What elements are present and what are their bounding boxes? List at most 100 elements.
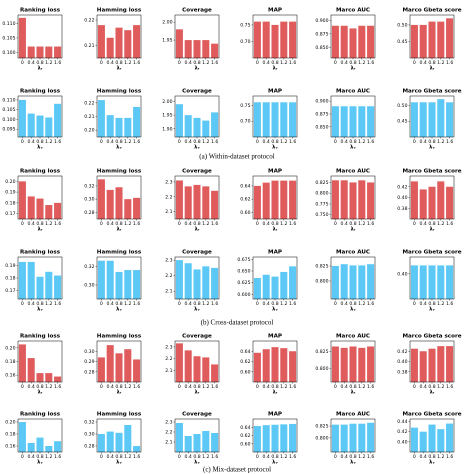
y-tick-label: 0.75 xyxy=(240,22,250,28)
x-tick-label: 0.8 xyxy=(428,384,435,390)
chart-title: Marco Gbeta score xyxy=(402,412,461,418)
bar xyxy=(289,351,297,382)
x-tick-label: 0 xyxy=(21,60,24,66)
x-tick-label: 0.4 xyxy=(28,60,35,66)
y-tick-label: 0.825 xyxy=(315,180,328,186)
x-tick-label: 0 xyxy=(100,139,103,145)
y-tick-label: 0.18 xyxy=(5,276,15,282)
x-tick-label: 0 xyxy=(100,60,103,66)
axes-frame xyxy=(409,175,455,220)
x-tick-label: 0.4 xyxy=(341,221,348,227)
bar xyxy=(271,347,279,382)
x-tick-label: 1.6 xyxy=(367,384,374,390)
axes-frame xyxy=(409,340,455,383)
x-axis-label: λᵣ xyxy=(351,66,356,72)
y-tick-label: 2.2 xyxy=(165,273,172,279)
bar xyxy=(202,186,210,219)
bar xyxy=(45,117,53,137)
x-tick-label: 1.2 xyxy=(280,384,287,390)
bar xyxy=(271,424,279,452)
y-tick-label: 2.1 xyxy=(165,368,172,374)
x-tick-label: 0.8 xyxy=(349,384,356,390)
bar xyxy=(437,21,445,58)
bar xyxy=(358,180,366,219)
chart-title: Coverage xyxy=(182,8,212,14)
x-tick-label: 0 xyxy=(100,454,103,460)
x-tick-label: 1.6 xyxy=(133,384,140,390)
bar xyxy=(175,180,183,219)
y-tick-label: 0.18 xyxy=(5,200,15,206)
bar xyxy=(419,265,427,299)
bar xyxy=(36,198,44,219)
x-tick-label: 0 xyxy=(256,454,259,460)
y-tick-label: 2.1 xyxy=(165,440,172,446)
bar xyxy=(124,349,132,382)
bar xyxy=(54,376,62,382)
x-tick-label: 0.4 xyxy=(185,60,192,66)
bar xyxy=(367,182,375,219)
axes-frame xyxy=(96,95,142,138)
x-axis-label: λᵥ xyxy=(116,460,122,466)
bar xyxy=(54,103,62,137)
bar xyxy=(36,115,44,137)
bar xyxy=(97,260,105,299)
x-axis-label: λᵥ xyxy=(350,145,356,151)
bar xyxy=(106,37,114,58)
x-tick-label: 1.6 xyxy=(54,454,61,460)
bar xyxy=(340,424,348,452)
chart-title: Coverage xyxy=(182,334,212,340)
x-tick-label: 1.2 xyxy=(202,221,209,227)
x-tick-label: 0 xyxy=(256,60,259,66)
bar xyxy=(211,364,219,382)
chart-title: Marco Gbeta score xyxy=(402,250,461,256)
x-tick-label: 1.6 xyxy=(54,139,61,145)
bar xyxy=(271,276,279,299)
x-axis-label: λᵣ xyxy=(273,227,278,233)
x-tick-label: 1.6 xyxy=(446,384,453,390)
x-axis-label: λᵥ xyxy=(350,307,356,313)
bar xyxy=(331,25,339,58)
y-tick-label: 2.2 xyxy=(165,194,172,200)
x-tick-label: 0.8 xyxy=(36,221,43,227)
x-tick-label: 0.8 xyxy=(428,454,435,460)
y-tick-label: 2.2 xyxy=(165,430,172,436)
y-tick-label: 0.50 xyxy=(397,103,407,109)
bar xyxy=(262,274,270,299)
x-tick-label: 0.8 xyxy=(271,221,278,227)
bar xyxy=(437,99,445,137)
x-axis-label: λᵣ xyxy=(351,227,356,233)
bar xyxy=(428,424,436,452)
y-tick-label: 0.775 xyxy=(315,201,328,207)
x-tick-label: 1.6 xyxy=(211,384,218,390)
y-tick-label: 0.825 xyxy=(315,264,328,270)
y-tick-label: 1.95 xyxy=(162,113,172,119)
bar xyxy=(184,350,192,382)
x-tick-label: 0.8 xyxy=(193,454,200,460)
x-tick-label: 1.2 xyxy=(124,60,131,66)
bar xyxy=(289,102,297,137)
bar xyxy=(410,102,418,137)
bar xyxy=(175,260,183,299)
bar xyxy=(331,266,339,299)
x-tick-label: 1.6 xyxy=(133,454,140,460)
x-tick-label: 1.6 xyxy=(446,454,453,460)
y-tick-label: 2.1 xyxy=(165,209,172,215)
axes-frame xyxy=(330,340,376,383)
bar xyxy=(27,113,35,137)
axes-frame xyxy=(409,256,455,300)
bar xyxy=(193,117,201,137)
chart-title: Marco Gbeta score xyxy=(402,89,461,95)
x-tick-label: 0.8 xyxy=(271,139,278,145)
y-tick-label: 2.00 xyxy=(162,99,172,105)
y-tick-label: 0.095 xyxy=(2,127,15,133)
bar xyxy=(97,434,105,452)
bar xyxy=(54,46,62,58)
bar xyxy=(289,423,297,452)
bar xyxy=(446,423,454,452)
x-axis-label: λᵣ xyxy=(195,390,200,396)
bar xyxy=(358,347,366,382)
x-tick-label: 0 xyxy=(413,139,416,145)
bar xyxy=(115,27,123,58)
x-tick-label: 0.4 xyxy=(263,139,270,145)
chart-title: Marco Gbeta score xyxy=(402,334,461,340)
